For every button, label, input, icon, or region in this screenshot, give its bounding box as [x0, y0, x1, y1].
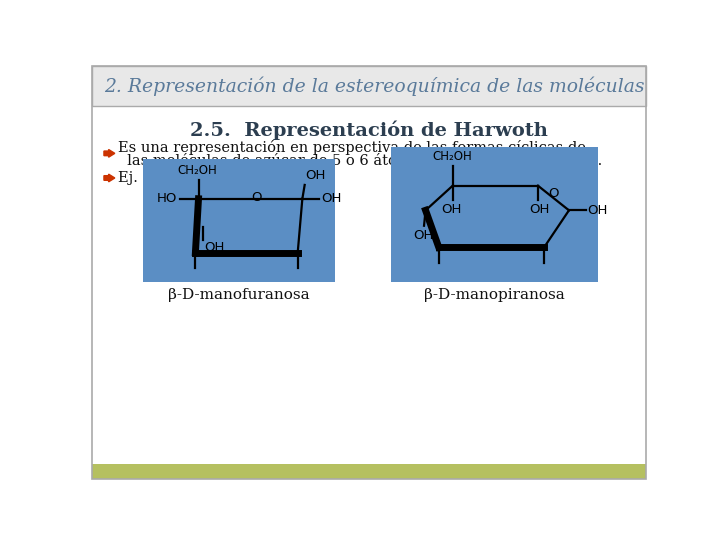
Text: Ej. :: Ej. :: [118, 171, 148, 185]
Text: 2. Representación de la estereoquímica de las moléculas: 2. Representación de la estereoquímica d…: [104, 77, 644, 96]
Text: O: O: [251, 191, 262, 204]
Bar: [143, 159, 335, 282]
Text: Es una representación en perspectiva de las formas cíclicas de: Es una representación en perspectiva de …: [118, 140, 586, 156]
Text: OH: OH: [321, 192, 341, 205]
Text: CH₂OH: CH₂OH: [433, 150, 472, 163]
Text: CH₂OH: CH₂OH: [177, 164, 217, 177]
Text: OH: OH: [588, 204, 608, 217]
Bar: [391, 147, 598, 282]
Text: OH: OH: [529, 202, 549, 215]
Text: OH: OH: [305, 169, 326, 182]
Text: OH: OH: [441, 202, 462, 215]
Text: HO: HO: [157, 192, 178, 205]
Text: β-D-manofuranosa: β-D-manofuranosa: [168, 288, 310, 302]
Text: las moléculas de azúcar de 5 o 6 átomos (furanosas, piranosas).: las moléculas de azúcar de 5 o 6 átomos …: [118, 153, 602, 168]
Text: 2.5.  Representación de Harwoth: 2.5. Representación de Harwoth: [190, 120, 548, 140]
Text: OH: OH: [413, 229, 433, 242]
FancyArrow shape: [104, 150, 114, 157]
Text: β-D-manopiranosa: β-D-manopiranosa: [424, 288, 565, 302]
Bar: [91, 66, 647, 106]
Text: O: O: [548, 187, 559, 200]
Text: OH: OH: [204, 241, 225, 254]
Bar: [91, 464, 647, 479]
FancyArrow shape: [104, 174, 114, 182]
